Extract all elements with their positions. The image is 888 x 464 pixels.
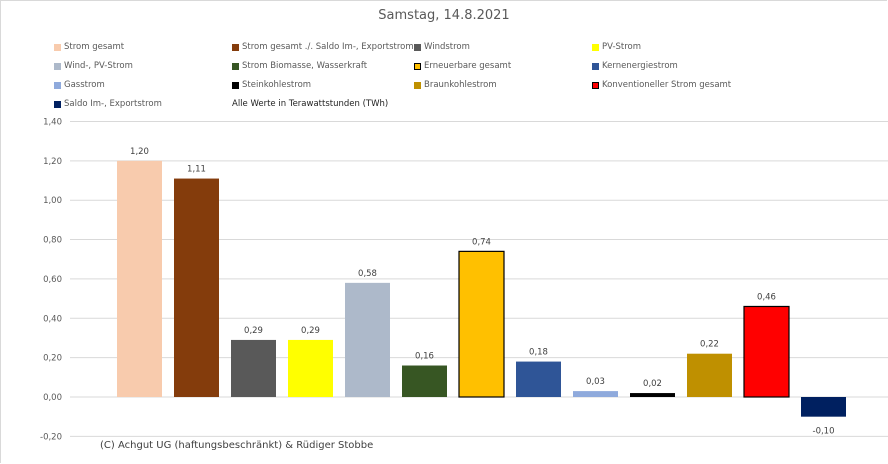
- legend-swatch: [54, 43, 61, 51]
- bar-value-label: 0,29: [301, 326, 320, 336]
- bar-value-label: 0,29: [244, 326, 263, 336]
- legend-swatch: [54, 81, 61, 89]
- legend-swatch: [414, 43, 421, 51]
- legend-item: Strom gesamt ./. Saldo Im-, Exportstrom: [232, 42, 414, 52]
- legend-label: Erneuerbare gesamt: [424, 61, 512, 71]
- y-tick-label: 0,00: [43, 393, 62, 403]
- legend-item: Braunkohlestrom: [414, 80, 497, 90]
- legend-label: PV-Strom: [602, 42, 642, 52]
- bar-value-label: 1,20: [130, 147, 149, 157]
- y-tick-label: 0,60: [43, 275, 62, 285]
- bar: [117, 160, 162, 397]
- legend-item: Erneuerbare gesamt: [414, 61, 511, 71]
- bar-value-label: 0,02: [643, 379, 662, 389]
- y-tick-label: -0,20: [40, 432, 62, 442]
- legend-label: Steinkohlestrom: [242, 80, 312, 90]
- bar: [288, 339, 333, 397]
- y-tick-label: 1,00: [43, 196, 62, 206]
- bar: [573, 391, 618, 397]
- bar-value-label: -0,10: [813, 427, 835, 437]
- legend-label: Gasstrom: [64, 80, 105, 90]
- legend-label: Strom gesamt: [64, 42, 125, 52]
- bar-value-label: 0,16: [415, 352, 434, 362]
- legend-item: Strom gesamt: [54, 42, 124, 52]
- copyright-text: (C) Achgut UG (haftungsbeschränkt) & Rüd…: [100, 440, 374, 451]
- legend-item: Konventioneller Strom gesamt: [592, 80, 731, 90]
- legend-swatch: [414, 81, 421, 89]
- legend-item: Steinkohlestrom: [232, 80, 311, 90]
- bar: [231, 339, 276, 397]
- legend-label: Kernenergiestrom: [602, 61, 678, 71]
- units-note: Alle Werte in Terawattstunden (TWh): [232, 99, 389, 109]
- y-tick-label: 1,40: [43, 117, 62, 127]
- legend-label: Windstrom: [424, 42, 470, 52]
- y-tick-label: 0,80: [43, 236, 62, 246]
- bar-value-label: 0,58: [358, 269, 377, 279]
- legend-label: Strom Biomasse, Wasserkraft: [242, 61, 368, 71]
- bar: [516, 361, 561, 397]
- bar-value-label: 1,11: [187, 165, 206, 175]
- legend-swatch: [232, 43, 239, 51]
- legend-swatch: [592, 43, 599, 51]
- bar: [630, 393, 675, 397]
- bar: [345, 282, 390, 397]
- legend-label: Braunkohlestrom: [424, 80, 497, 90]
- legend-item: Saldo Im-, Exportstrom: [54, 99, 162, 109]
- legend-swatch: [54, 100, 61, 108]
- legend-swatch: [232, 81, 239, 89]
- bar-value-label: 0,18: [529, 348, 548, 358]
- legend-label: Konventioneller Strom gesamt: [602, 80, 732, 90]
- bar-value-label: 0,03: [586, 377, 605, 387]
- y-tick-label: 0,20: [43, 354, 62, 364]
- y-tick-label: 0,40: [43, 314, 62, 324]
- legend-item: Windstrom: [414, 42, 470, 52]
- bar-value-label: 0,22: [700, 340, 719, 350]
- legend-label: Strom gesamt ./. Saldo Im-, Exportstrom: [242, 42, 414, 52]
- bar: [801, 397, 846, 417]
- bar-value-label: 0,74: [472, 237, 491, 247]
- legend-swatch: [54, 62, 61, 70]
- legend-item: Gasstrom: [54, 80, 105, 90]
- bar: [687, 353, 732, 397]
- bar: [174, 178, 219, 397]
- legend-label: Wind-, PV-Strom: [64, 61, 133, 71]
- legend-item: PV-Strom: [592, 42, 641, 52]
- legend-swatch: [232, 62, 239, 70]
- legend-swatch: [414, 62, 421, 70]
- bar-value-label: 0,46: [757, 292, 776, 302]
- chart-title: Samstag, 14.8.2021: [378, 8, 510, 23]
- y-tick-label: 1,20: [43, 157, 62, 167]
- legend-swatch: [592, 62, 599, 70]
- legend-item: Strom Biomasse, Wasserkraft: [232, 61, 367, 71]
- legend-swatch: [592, 81, 599, 89]
- bar: [402, 365, 447, 397]
- legend-label: Saldo Im-, Exportstrom: [64, 99, 162, 109]
- copyright-footer: (C) Achgut UG (haftungsbeschränkt) & Rüd…: [96, 438, 520, 464]
- legend-item: Kernenergiestrom: [592, 61, 678, 71]
- legend-item: Wind-, PV-Strom: [54, 61, 133, 71]
- bar: [743, 305, 790, 398]
- bar: [458, 250, 505, 398]
